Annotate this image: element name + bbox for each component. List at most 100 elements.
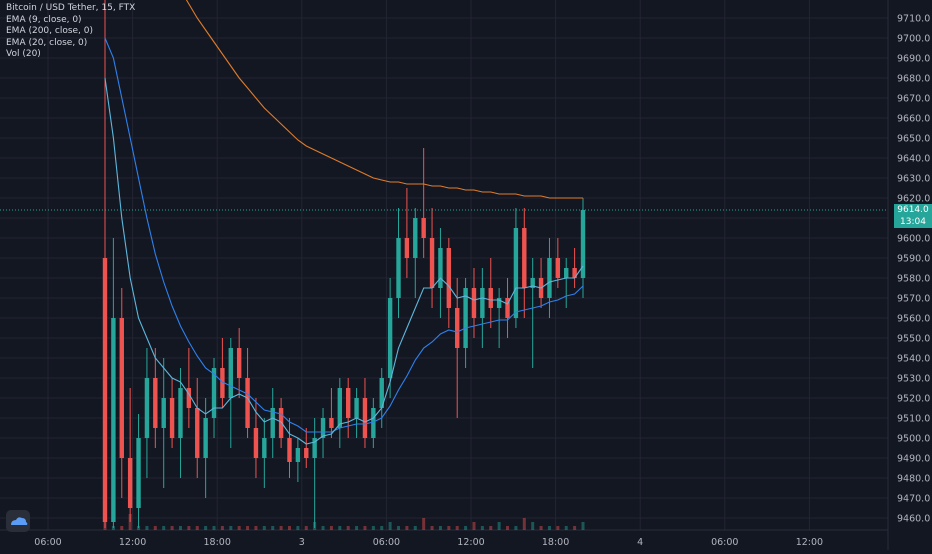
candle-body: [471, 288, 477, 318]
candle-body: [287, 438, 292, 462]
candle-body: [320, 418, 326, 438]
volume-bar: [388, 522, 392, 530]
volume-bar: [346, 526, 350, 530]
candle-body: [312, 438, 317, 458]
candle-body: [530, 278, 535, 288]
x-tick-label: 18:00: [204, 537, 231, 548]
candle-body: [564, 268, 569, 278]
y-tick-label: 9710.0: [897, 14, 930, 25]
y-tick-label: 9650.0: [897, 134, 930, 145]
candle-body: [446, 248, 452, 308]
volume-bar: [162, 526, 166, 530]
volume-bar: [413, 526, 417, 530]
legend-volume[interactable]: Vol (20): [6, 49, 41, 59]
candle-body: [270, 408, 275, 438]
x-tick-label: 12:00: [457, 537, 484, 548]
last-price-value: 9614.0: [897, 205, 929, 215]
candle-body: [580, 210, 586, 278]
volume-bar: [204, 526, 208, 530]
volume-bar: [581, 522, 585, 530]
y-tick-label: 9670.0: [897, 94, 930, 105]
legend-ema200[interactable]: EMA (200, close, 0): [6, 26, 94, 36]
volume-bar: [539, 526, 543, 530]
candle-body: [127, 458, 133, 508]
volume-bar: [296, 526, 300, 530]
candle-body: [496, 298, 502, 308]
volume-bar: [338, 526, 342, 530]
ema20-line: [104, 37, 584, 433]
volume-bar: [187, 526, 191, 530]
volume-bar: [489, 526, 493, 530]
candle-body: [463, 288, 468, 348]
legend-ema9[interactable]: EMA (9, close, 0): [6, 14, 82, 25]
volume-bar: [304, 526, 308, 530]
x-tick-label: 12:00: [119, 537, 146, 548]
candle-body: [429, 238, 435, 288]
candle-body: [253, 428, 259, 458]
candle-body: [195, 408, 200, 458]
volume-bar: [363, 526, 367, 530]
volume-bar: [120, 526, 124, 530]
candle-body: [203, 418, 208, 458]
legend-symbol[interactable]: Bitcoin / USD Tether, 15, FTX: [6, 3, 136, 13]
volume-bar: [422, 518, 426, 530]
volume-bar: [271, 526, 275, 530]
candle-body: [547, 258, 552, 298]
countdown-value: 13:04: [900, 217, 926, 227]
volume-bar: [522, 518, 526, 530]
candle-body: [245, 378, 250, 428]
candle-body: [144, 378, 150, 438]
volume-bar: [287, 526, 291, 530]
volume-bar: [371, 526, 375, 530]
volume-bar: [464, 526, 468, 530]
candle-body: [572, 268, 577, 278]
x-tick-label: 06:00: [711, 537, 738, 548]
y-tick-label: 9580.0: [897, 274, 930, 285]
candle-body: [522, 228, 527, 288]
candle-body: [505, 298, 510, 318]
y-tick-label: 9620.0: [897, 194, 930, 205]
candle-body: [119, 318, 124, 458]
chart-legend: Bitcoin / USD Tether, 15, FTX EMA (9, cl…: [6, 3, 135, 61]
legend-ema20[interactable]: EMA (20, close, 0): [6, 37, 88, 48]
logo-button[interactable]: [6, 510, 30, 532]
y-tick-label: 9680.0: [897, 74, 930, 85]
candle-body: [236, 348, 242, 378]
candle-body: [513, 228, 519, 318]
candle-body: [371, 408, 376, 438]
y-tick-label: 9490.0: [897, 454, 930, 465]
volume-bar: [430, 526, 434, 530]
candle-body: [404, 238, 410, 258]
candle-body: [111, 318, 116, 522]
y-tick-label: 9570.0: [897, 294, 930, 305]
volume-bar: [355, 526, 359, 530]
y-tick-label: 9540.0: [897, 354, 930, 365]
candle-body: [362, 398, 368, 438]
volume-bar: [438, 526, 442, 530]
candle-body: [488, 288, 493, 308]
candle-body: [161, 398, 166, 428]
volume-bar: [556, 526, 560, 530]
x-tick-label: 06:00: [373, 537, 400, 548]
y-tick-label: 9660.0: [897, 114, 930, 125]
candle-body: [555, 258, 561, 278]
x-tick-label: 4: [637, 537, 643, 548]
y-tick-label: 9560.0: [897, 314, 930, 325]
candle-body: [186, 388, 192, 408]
candle-body: [304, 448, 309, 458]
volume-bar: [321, 526, 325, 530]
volume-bar: [405, 526, 409, 530]
y-tick-label: 9510.0: [897, 414, 930, 425]
y-tick-label: 9600.0: [897, 234, 930, 245]
volume-bar: [447, 526, 451, 530]
candle-body: [345, 388, 351, 418]
ema9-line: [104, 77, 584, 445]
candle-body: [387, 298, 393, 378]
volume-bar: [564, 526, 568, 530]
candle-body: [262, 438, 267, 458]
y-tick-label: 9460.0: [897, 514, 930, 525]
y-tick-label: 9480.0: [897, 474, 930, 485]
volume-bar: [497, 522, 501, 530]
